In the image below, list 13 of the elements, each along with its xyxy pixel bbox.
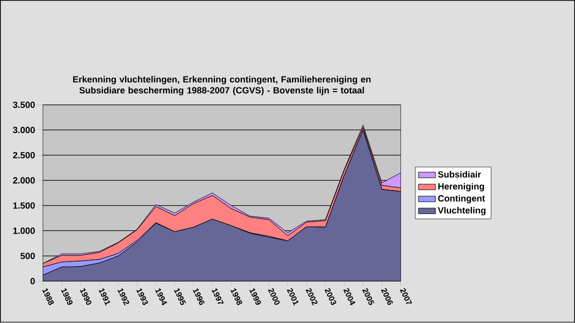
legend-label: Subsidiair [438, 171, 481, 178]
y-tick-label: 500 [20, 252, 35, 260]
y-tick-label: 3.500 [12, 102, 35, 108]
y-tick-label: 1.000 [13, 228, 35, 234]
y-tick-label: 2.500 [13, 152, 35, 159]
y-tick-label: 3.000 [12, 126, 35, 134]
y-tick-label: 2.000 [13, 177, 35, 184]
y-tick-label: 0 [30, 278, 35, 284]
y-tick-label: 1.500 [13, 202, 35, 209]
chart-title: Erkenning vluchtelingen, Erkenning contingent, Familiehereniging en Subsidiare bescherming 1988-2007 (CGVS) - Bovenste lijn = totaal [73, 76, 371, 96]
legend-label: Hereniging [438, 183, 484, 192]
legend-label: Vluchteling [438, 207, 486, 216]
legend-label: Contingent [438, 195, 485, 204]
